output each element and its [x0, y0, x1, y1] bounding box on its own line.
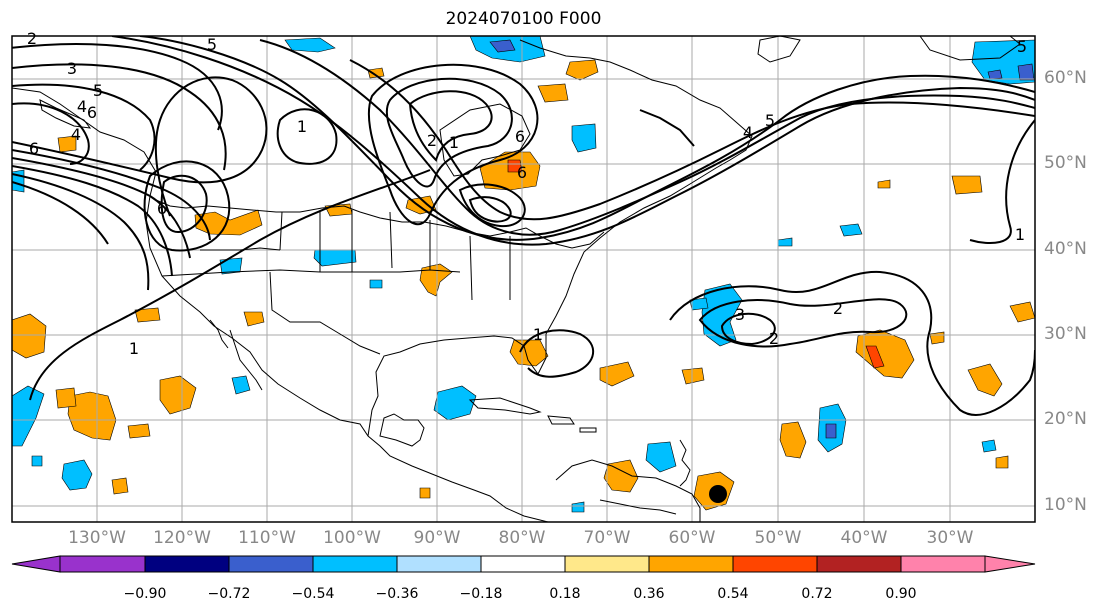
colorbar-tick: 0.18	[549, 586, 581, 602]
lon-label: 50°W	[754, 528, 802, 548]
lat-label: 40°N	[1044, 239, 1087, 259]
lat-label: 20°N	[1044, 409, 1087, 429]
contour-label: 2	[27, 29, 37, 48]
contour-label: 4	[743, 123, 753, 142]
contour-label: 3	[67, 59, 77, 78]
lon-label: 80°W	[498, 528, 546, 548]
contour-label: 1	[297, 117, 307, 136]
chart-title: 2024070100 F000	[445, 9, 602, 29]
contour-label: 6	[517, 163, 527, 182]
lon-label: 40°W	[840, 528, 888, 548]
contour-label: 2	[427, 131, 437, 150]
contour-label: 1	[1015, 225, 1025, 244]
lon-label: 130°W	[68, 528, 126, 548]
contour-label: 4	[77, 97, 87, 116]
contour-label: 6	[515, 127, 525, 146]
lat-label: 50°N	[1044, 153, 1087, 173]
lon-label: 90°W	[413, 528, 461, 548]
contour-label: 4	[71, 125, 81, 144]
contour-label: 6	[29, 139, 39, 158]
contour-label: 5	[93, 81, 103, 100]
lat-label: 60°N	[1044, 68, 1087, 88]
map-frame	[11, 35, 1036, 523]
colorbar-tick: −0.54	[291, 586, 335, 602]
contours	[12, 36, 1035, 416]
contour-label: 5	[207, 35, 217, 54]
contour-labels: 2 3 5 5 4 6 6 4 6 1 2 1 5 6 4 5 6 1 3 2 …	[27, 29, 1027, 358]
contour-label: 1	[129, 339, 139, 358]
lon-label: 110°W	[238, 528, 296, 548]
colorbar-tick: 0.90	[885, 586, 917, 602]
colorbar-tick: 0.72	[801, 586, 833, 602]
contour-label: 2	[833, 299, 843, 318]
lon-label: 60°W	[668, 528, 716, 548]
colorbar-tick: 0.54	[717, 586, 749, 602]
colorbar-tick: 0.36	[633, 586, 665, 602]
colorbar-tick: −0.72	[207, 586, 251, 602]
colorbar-tick: −0.90	[123, 586, 167, 602]
colorbar	[11, 555, 1036, 573]
lat-label: 10°N	[1044, 495, 1087, 515]
contour-label: 5	[765, 111, 775, 130]
lon-label: 30°W	[926, 528, 974, 548]
lon-label: 70°W	[583, 528, 631, 548]
lon-label: 120°W	[153, 528, 211, 548]
contour-label: 1	[449, 133, 459, 152]
contour-label: 5	[1017, 37, 1027, 56]
contour-label: 1	[533, 325, 543, 344]
contour-label: 3	[735, 305, 745, 324]
colorbar-tick: −0.36	[375, 586, 419, 602]
contour-label: 6	[157, 199, 167, 218]
coastlines	[12, 36, 1021, 522]
colorbar-tick: −0.18	[459, 586, 503, 602]
lon-label: 100°W	[323, 528, 381, 548]
contour-label: 6	[87, 103, 97, 122]
storm-center-marker	[709, 485, 727, 503]
contour-label: 2	[769, 329, 779, 348]
lat-label: 30°N	[1044, 324, 1087, 344]
